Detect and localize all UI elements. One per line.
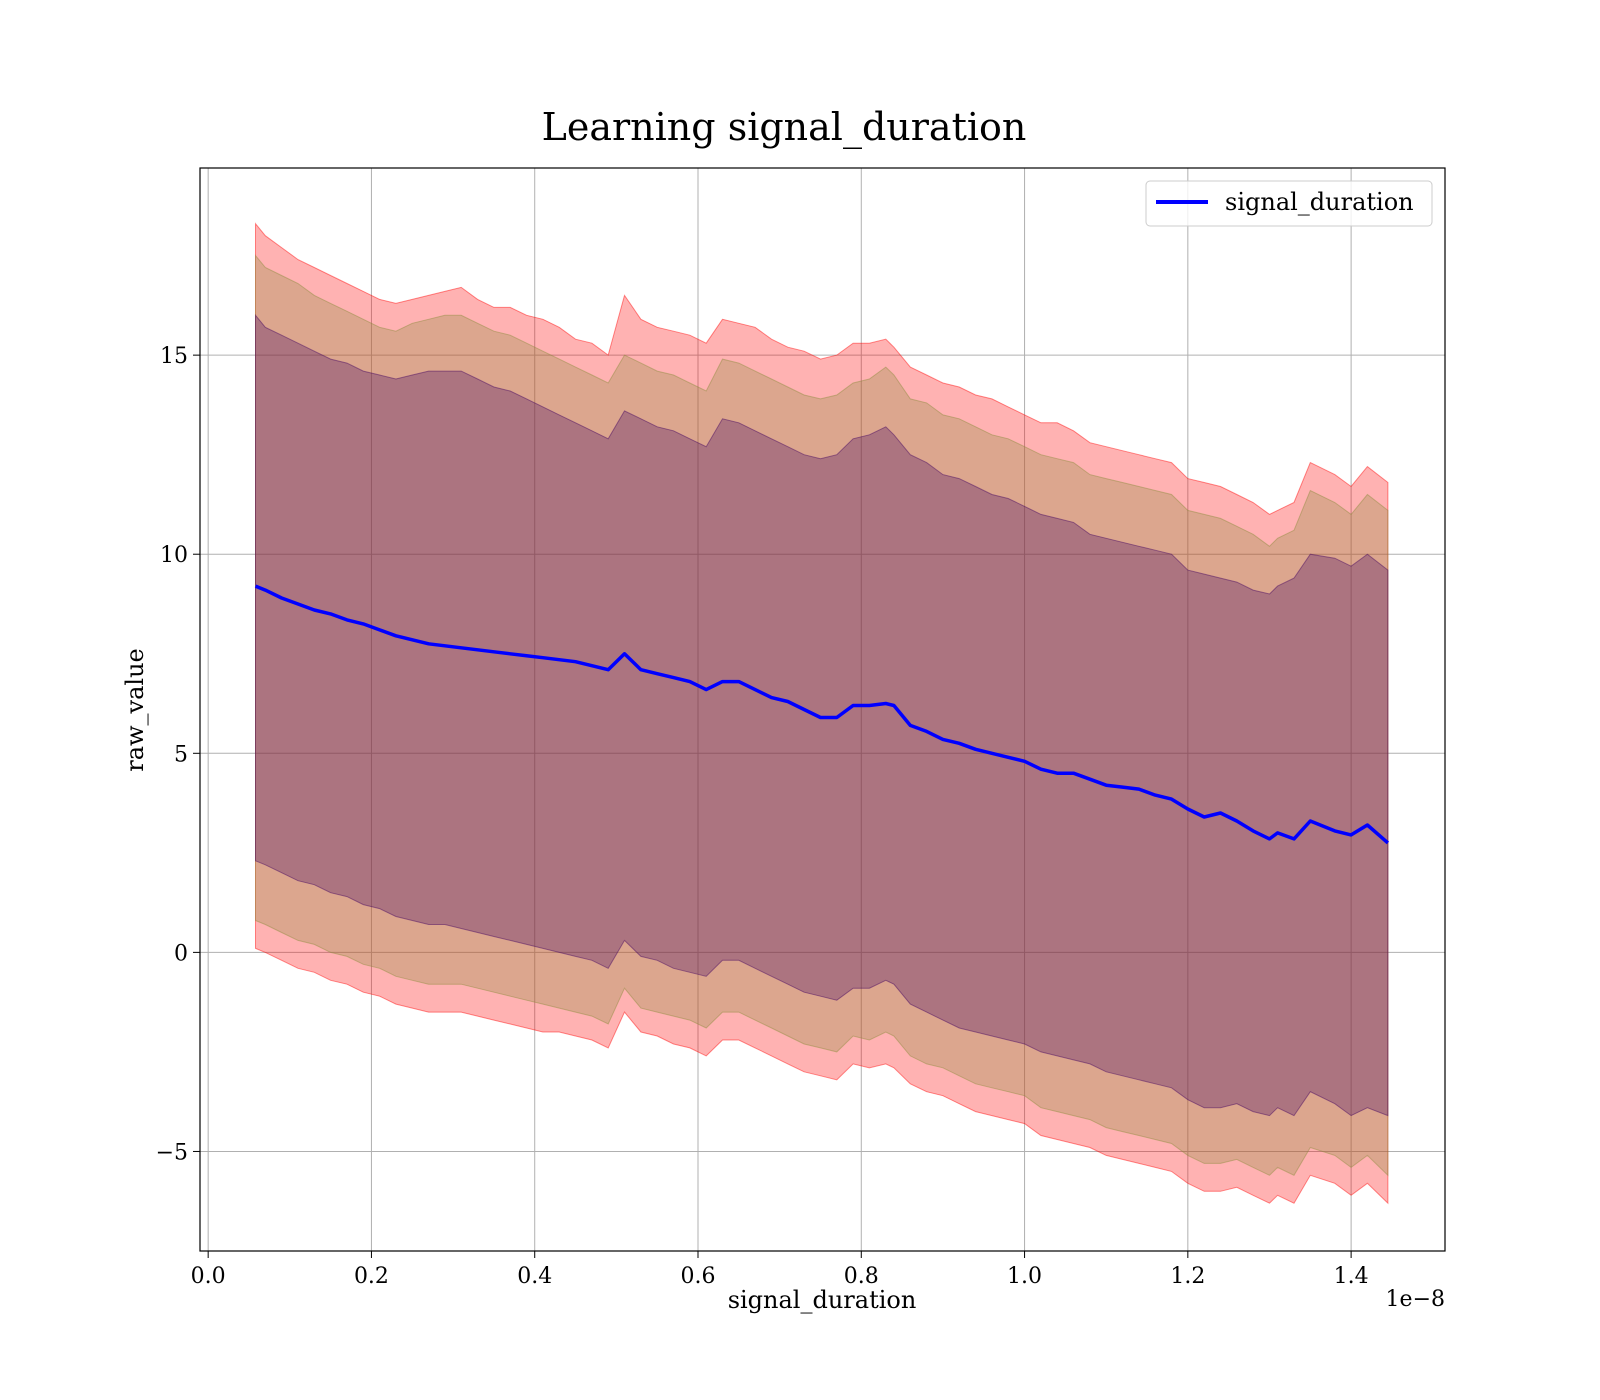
x-axis-label: signal_duration [728, 1286, 917, 1314]
legend-label: signal_duration [1225, 188, 1414, 216]
x-tick-label: 1.0 [1007, 1264, 1042, 1289]
plot-frame [199, 167, 1446, 1252]
x-tick-label: 1.4 [1334, 1264, 1369, 1289]
x-ticks: 0.0 0.2 0.4 0.6 0.8 1.0 1.2 1.4 [191, 1251, 1369, 1289]
x-tick-label: 0.8 [844, 1264, 879, 1289]
x-tick-label: 0.4 [517, 1264, 552, 1289]
y-tick-label: 10 [160, 543, 188, 568]
legend: signal_duration [1145, 180, 1433, 227]
y-tick-label: 0 [174, 941, 188, 966]
series-lines [254, 584, 1390, 845]
series-line-signal_duration [254, 584, 1390, 845]
y-axis-label: raw_value [121, 648, 149, 772]
x-tick-label: 0.2 [354, 1264, 389, 1289]
y-tick-label: 15 [160, 344, 188, 369]
chart-title: Learning signal_duration [542, 105, 1027, 150]
confidence-band-2 [255, 254, 1389, 1177]
confidence-bands [255, 222, 1389, 1205]
x-axis-offset-label: 1e−8 [1386, 1287, 1445, 1312]
y-tick-label: 5 [174, 742, 188, 767]
x-tick-label: 1.2 [1170, 1264, 1205, 1289]
x-tick-label: 0.0 [191, 1264, 226, 1289]
y-tick-label: −5 [156, 1140, 188, 1165]
grid [200, 168, 1445, 1251]
x-tick-label: 0.6 [681, 1264, 716, 1289]
confidence-band-3 [255, 313, 1389, 1117]
legend-box [1145, 180, 1433, 227]
confidence-band-1 [255, 222, 1389, 1205]
y-ticks: −5 0 5 10 15 [156, 344, 200, 1165]
